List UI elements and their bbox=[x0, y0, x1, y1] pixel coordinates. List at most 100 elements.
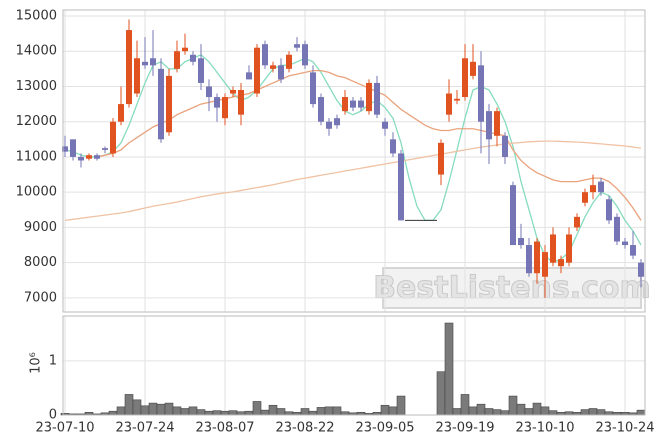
volume-bar bbox=[396, 395, 406, 416]
candle-body bbox=[262, 44, 268, 66]
x-tick-label: 23-08-22 bbox=[275, 421, 334, 436]
candle-body bbox=[214, 97, 220, 108]
candle-body bbox=[374, 82, 380, 115]
candle-body bbox=[494, 111, 500, 136]
candle-body bbox=[382, 121, 388, 129]
candle-body bbox=[222, 97, 228, 119]
volume-bar bbox=[164, 402, 174, 416]
candle-body bbox=[78, 156, 84, 161]
candle-body bbox=[550, 234, 556, 263]
candle-body bbox=[334, 118, 340, 126]
candle-body bbox=[622, 241, 628, 246]
moving-average-line bbox=[64, 140, 642, 222]
volume-bar bbox=[476, 403, 486, 416]
volume-bar bbox=[460, 394, 470, 416]
volume-bar bbox=[580, 409, 590, 416]
volume-bar bbox=[500, 410, 510, 416]
volume-bar bbox=[508, 395, 518, 416]
y-tick-label: 8000 bbox=[24, 255, 57, 270]
candle-body bbox=[502, 135, 508, 157]
watermark: BestListens.com bbox=[373, 267, 651, 309]
candle-body bbox=[150, 58, 156, 66]
volume-bar bbox=[588, 408, 598, 416]
x-tick-label: 23-07-24 bbox=[115, 421, 174, 436]
candle-body bbox=[590, 185, 596, 193]
y-tick-label: 0 bbox=[49, 408, 57, 423]
y-tick-label: 7000 bbox=[24, 290, 57, 305]
candle-body bbox=[310, 72, 316, 105]
candle-body bbox=[326, 121, 332, 129]
candle-body bbox=[198, 58, 204, 83]
volume-bar bbox=[220, 410, 230, 416]
volume-bar bbox=[548, 410, 558, 416]
candle-body bbox=[470, 61, 476, 76]
y-tick-label: 1 bbox=[49, 353, 57, 368]
candle-body bbox=[638, 262, 644, 277]
y-tick-label: 14000 bbox=[16, 44, 57, 59]
candle-body bbox=[358, 100, 364, 108]
candle-body bbox=[238, 89, 244, 115]
candle-body bbox=[70, 139, 76, 157]
volume-bar bbox=[380, 404, 390, 416]
candle-body bbox=[366, 82, 372, 112]
volume-bar bbox=[308, 410, 318, 416]
y-tick-label: 13000 bbox=[16, 79, 57, 94]
candle-body bbox=[86, 155, 92, 159]
candle-body bbox=[614, 216, 620, 242]
candle-body bbox=[342, 97, 348, 112]
volume-bar bbox=[228, 410, 238, 416]
y-tick-label: 10000 bbox=[16, 185, 57, 200]
candle-body bbox=[166, 75, 172, 133]
candle-body bbox=[278, 65, 284, 80]
x-tick-label: 23-10-24 bbox=[595, 421, 654, 436]
volume-bar bbox=[316, 407, 326, 416]
candle-body bbox=[286, 54, 292, 69]
candle-body bbox=[126, 30, 132, 105]
candle-body bbox=[190, 54, 196, 62]
candle-body bbox=[534, 241, 540, 274]
candle-body bbox=[566, 234, 572, 263]
volume-bar bbox=[468, 406, 478, 416]
watermark-box bbox=[382, 267, 642, 309]
volume-bar bbox=[116, 406, 126, 416]
x-tick-label: 23-08-07 bbox=[195, 421, 254, 436]
volume-bar bbox=[324, 406, 334, 416]
candle-body bbox=[246, 72, 252, 80]
candle-body bbox=[62, 146, 68, 152]
candle-body bbox=[542, 252, 548, 277]
candle-body bbox=[454, 98, 460, 101]
candle-body bbox=[158, 68, 164, 140]
volume-panel-frame bbox=[62, 315, 646, 416]
candle-body bbox=[134, 58, 140, 94]
volume-bar bbox=[540, 406, 550, 416]
volume-bar bbox=[156, 403, 166, 416]
volume-bar bbox=[212, 410, 222, 416]
volume-bar bbox=[180, 408, 190, 416]
volume-bar bbox=[516, 403, 526, 416]
candle-body bbox=[350, 100, 356, 108]
volume-bar bbox=[636, 409, 646, 416]
y-tick-label: 9000 bbox=[24, 220, 57, 235]
volume-bar bbox=[244, 410, 254, 416]
x-tick-label: 23-09-05 bbox=[355, 421, 414, 436]
candle-body bbox=[102, 148, 108, 150]
candle-body bbox=[526, 245, 532, 274]
volume-bar bbox=[332, 406, 342, 416]
candle-body bbox=[510, 185, 516, 246]
candle-body bbox=[142, 61, 148, 66]
volume-bar bbox=[108, 410, 118, 416]
candle-body bbox=[478, 65, 484, 122]
candle-body bbox=[630, 245, 636, 256]
candle-body bbox=[318, 97, 324, 122]
candle-body bbox=[598, 181, 604, 193]
x-tick-label: 23-09-19 bbox=[435, 421, 494, 436]
candle-body bbox=[230, 89, 236, 94]
candle-body bbox=[558, 259, 564, 267]
candle-body bbox=[174, 51, 180, 69]
volume-bar bbox=[140, 405, 150, 416]
volume-bar bbox=[596, 409, 606, 416]
candle-body bbox=[518, 237, 524, 246]
volume-axis-label: 10⁶ bbox=[29, 352, 44, 374]
x-tick-label: 23-10-10 bbox=[515, 421, 574, 436]
